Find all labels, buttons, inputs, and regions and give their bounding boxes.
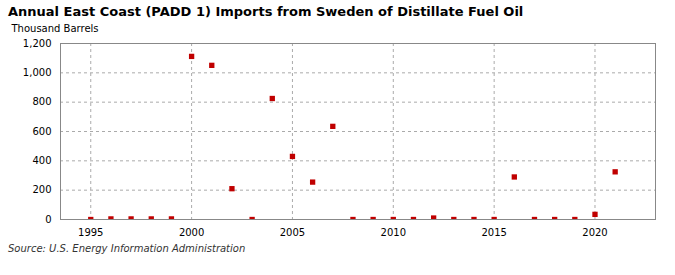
svg-text:400: 400 xyxy=(32,155,51,166)
svg-text:2005: 2005 xyxy=(280,227,305,238)
svg-text:800: 800 xyxy=(32,96,51,107)
svg-text:2010: 2010 xyxy=(381,227,406,238)
svg-text:1,200: 1,200 xyxy=(23,38,52,49)
svg-text:200: 200 xyxy=(32,184,51,195)
svg-text:2020: 2020 xyxy=(582,227,607,238)
html-text:Annual East Coast (PADD 1) Imp: Annual East Coast (PADD 1) Imports from … xyxy=(8,4,524,19)
svg-text:2000: 2000 xyxy=(179,227,204,238)
svg-text:Thousand Barrels: Thousand Barrels xyxy=(11,23,99,34)
svg-text:600: 600 xyxy=(32,126,51,137)
svg-text:1,000: 1,000 xyxy=(23,67,52,78)
svg-text:0: 0 xyxy=(45,214,51,225)
svg-text:1995: 1995 xyxy=(78,227,103,238)
html-text:Source: U.S. Energy Informatio: Source: U.S. Energy Information Administ… xyxy=(8,243,246,254)
svg-text:2015: 2015 xyxy=(481,227,506,238)
